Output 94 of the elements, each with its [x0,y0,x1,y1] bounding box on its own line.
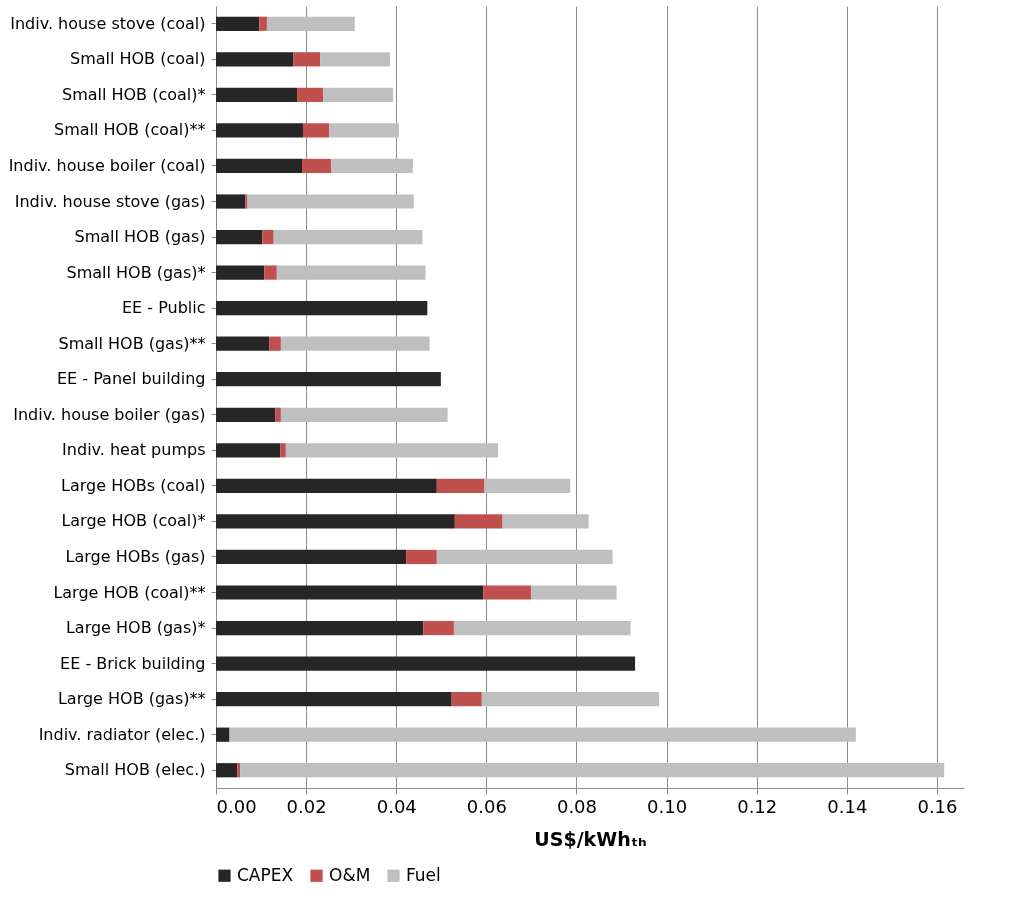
y-tick-label: Indiv. house stove (gas) [14,191,206,211]
bar [216,158,303,174]
bar [216,407,276,422]
bar [266,16,355,31]
x-tick-label: 0.16 [917,795,958,817]
y-tick-label: Large HOB (gas)** [57,689,206,709]
bar [216,16,260,31]
bar [530,585,617,600]
y-tick-label: Small HOB (coal) [69,49,206,69]
bar [245,194,248,209]
bar [423,620,454,636]
y-tick-label: Large HOB (coal)* [61,511,206,531]
bar [247,194,414,209]
bar [216,585,484,600]
bar [275,407,281,422]
x-tick-label: 0.12 [737,795,778,817]
legend-label: Fuel [406,864,441,885]
bar [216,549,407,565]
bar [269,336,281,351]
bar [240,763,945,778]
bar [264,265,277,280]
bar [216,692,452,707]
bar [262,229,274,245]
bar [216,336,270,351]
bar [406,549,437,565]
y-tick-label: Indiv. house boiler (coal) [8,155,206,175]
y-tick-label: Small HOB (gas) [74,227,206,247]
bar [293,52,321,67]
bar [276,265,426,280]
bar [273,229,423,245]
x-tick-label: 0.02 [286,795,327,817]
bar [280,407,448,422]
y-tick-label: Indiv. radiator (elec.) [38,724,206,744]
y-tick-label: EE - Public [121,298,206,318]
x-tick-label: 0.00 [216,795,257,817]
y-tick-label: EE - Panel building [57,369,206,389]
bar [320,52,390,67]
x-tick-label: 0.06 [466,795,507,817]
bar [229,727,856,742]
bar [216,372,441,387]
bar [302,158,332,174]
bar [280,336,430,351]
bar [502,514,589,529]
bar [297,87,324,102]
bar [331,158,413,174]
x-tick-label: 0.08 [556,795,598,817]
legend-label: O&M [329,864,371,885]
bar [216,727,230,742]
y-tick-label: Large HOB (gas)* [65,618,206,638]
bar [436,549,613,565]
bar [216,656,636,671]
bar [484,478,571,493]
y-tick-label: Small HOB (gas)** [58,333,206,353]
bar [329,123,399,138]
bar [453,620,631,636]
bar [216,87,298,102]
bar [216,194,246,209]
x-tick-label: 0.14 [827,795,868,817]
y-tick-label: Indiv. heat pumps [62,440,206,460]
y-tick-label: Large HOBs (gas) [65,546,206,566]
x-tick-label: 0.10 [647,795,688,817]
y-tick-label: Indiv. house stove (coal) [10,13,206,33]
x-axis-title: US$/kWhₜₕ [534,827,647,850]
bar [216,265,265,280]
bar [216,123,303,138]
y-tick-label: Small HOB (coal)** [53,120,206,140]
y-tick-label: EE - Brick building [60,653,206,673]
bar [216,229,263,245]
bar [481,692,659,707]
bar [237,763,241,778]
bar [216,514,455,529]
bar [302,123,330,138]
bar [285,443,499,458]
y-tick-label: Small HOB (elec.) [64,760,206,780]
bar [216,478,437,493]
legend-label: CAPEX [237,864,294,885]
y-tick-label: Indiv. house boiler (gas) [13,404,206,424]
y-tick-label: Small HOB (gas)* [66,262,206,282]
y-tick-label: Large HOBs (coal) [61,475,206,495]
bar [216,443,281,458]
bar [259,16,267,31]
bar [454,514,503,529]
bar [216,52,294,67]
bar [436,478,485,493]
x-tick-label: 0.04 [376,795,417,817]
bar [216,301,428,316]
bar [280,443,286,458]
y-tick-label: Small HOB (coal)* [61,84,206,104]
y-tick-label: Large HOB (coal)** [53,582,206,602]
bar [216,620,424,636]
bar [323,87,394,102]
bar [216,763,238,778]
bar [451,692,482,707]
bar [483,585,531,600]
